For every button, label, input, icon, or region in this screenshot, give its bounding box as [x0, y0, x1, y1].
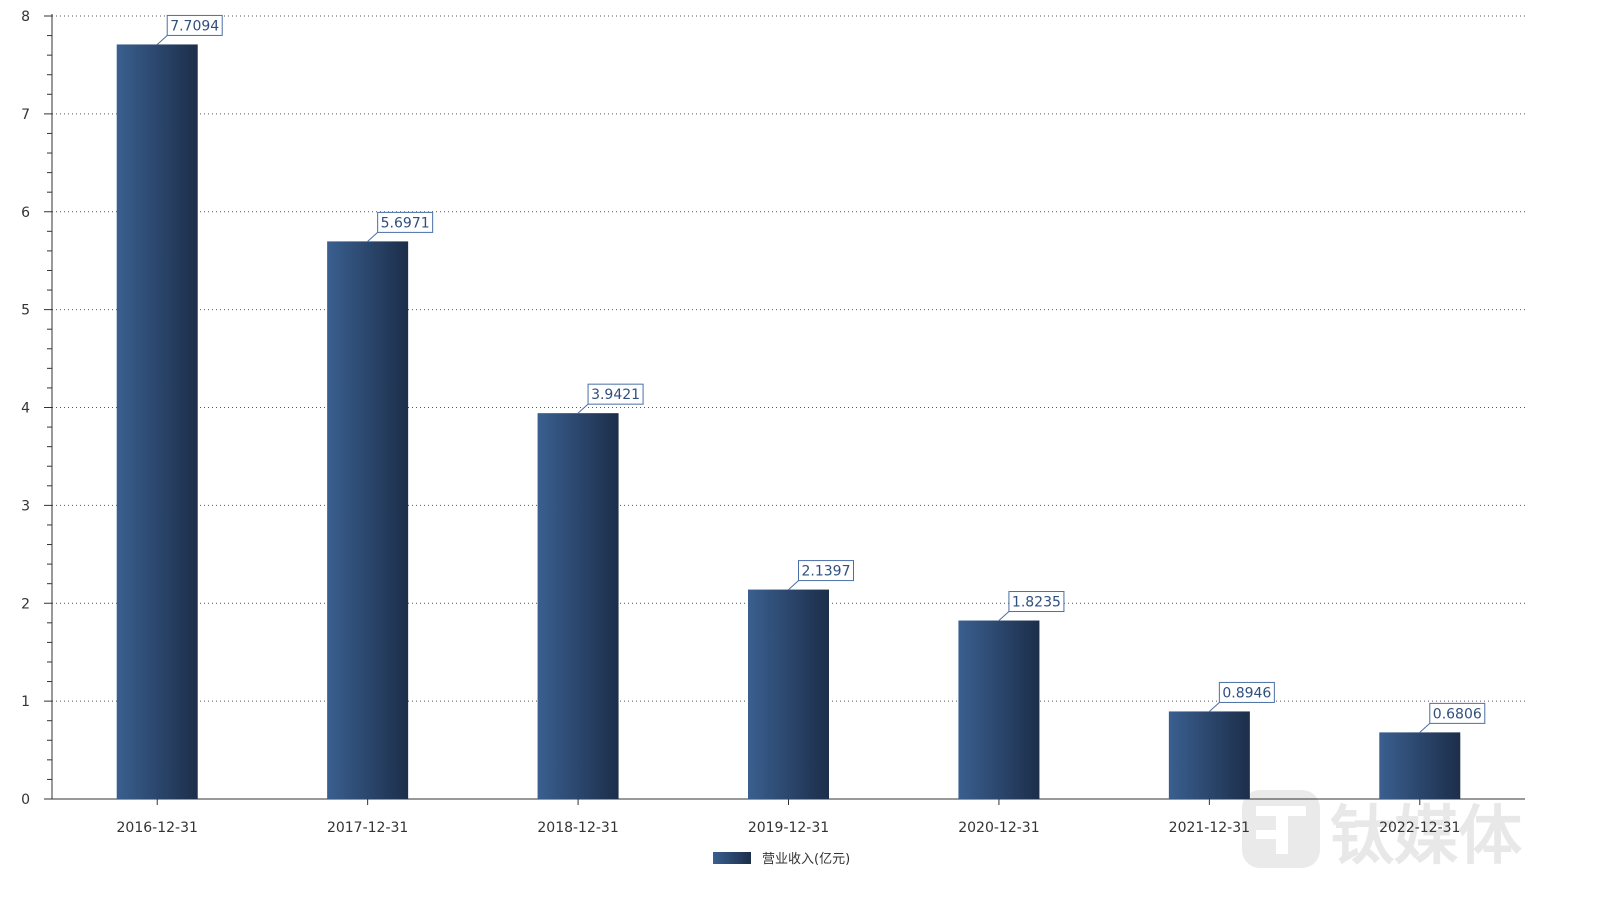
data-label-text: 0.8946: [1222, 685, 1271, 701]
y-tick-label: 2: [21, 596, 30, 612]
legend-swatch: [713, 852, 751, 864]
bar[interactable]: [1379, 732, 1461, 799]
data-label-box: [1429, 702, 1486, 724]
bars: [116, 44, 1461, 799]
x-tick-label: 2016-12-31: [117, 820, 198, 836]
leader-line: [788, 580, 799, 590]
x-tick-label: 2020-12-31: [958, 820, 1039, 836]
watermark: 钛媒体: [1242, 790, 1522, 874]
y-tick-label: 5: [21, 303, 30, 319]
x-tick-label: 2018-12-31: [537, 820, 618, 836]
bar[interactable]: [327, 241, 409, 799]
watermark-text: 钛媒体: [1330, 800, 1522, 874]
legend-label: 营业收入(亿元): [762, 852, 850, 867]
y-axis: 0 1 2 3 4 5 6 7 8: [21, 9, 53, 808]
x-tick-label: 2019-12-31: [748, 820, 829, 836]
data-labels: 7.7094 5.6971 3.9421 2.1397 1.8235 0.8946 0.68…: [156, 14, 1486, 733]
bar[interactable]: [1168, 711, 1250, 799]
leader-line: [367, 232, 378, 242]
y-tick-label: 4: [21, 401, 30, 417]
tmt-logo-icon: [1242, 790, 1320, 868]
bar[interactable]: [748, 589, 829, 799]
x-tick-label: 2022-12-31: [1379, 820, 1460, 836]
data-label-text: 1.8235: [1012, 595, 1061, 611]
leader-line: [577, 403, 589, 414]
bar[interactable]: [958, 620, 1040, 799]
leader-line: [156, 35, 168, 45]
x-tick-label: 2021-12-31: [1169, 820, 1250, 836]
bar[interactable]: [116, 44, 198, 799]
bar[interactable]: [537, 413, 619, 799]
y-tick-label: 8: [21, 9, 30, 25]
y-tick-label: 1: [21, 694, 30, 710]
data-label-box: [587, 383, 644, 405]
data-label-text: 7.7094: [170, 18, 219, 34]
leader-line: [1209, 702, 1220, 712]
data-label-box: [798, 560, 854, 582]
x-tick-label: 2017-12-31: [327, 820, 408, 836]
data-label: 7.7094: [156, 14, 223, 45]
y-tick-label: 3: [21, 498, 30, 514]
y-tick-label: 7: [21, 107, 30, 123]
data-label: 1.8235: [998, 591, 1065, 621]
legend[interactable]: 营业收入(亿元): [713, 852, 850, 867]
data-label: 3.9421: [577, 383, 644, 414]
data-label-box: [1218, 681, 1275, 703]
leader-line: [998, 611, 1010, 621]
data-label-box: [377, 211, 434, 233]
data-label-text: 5.6971: [381, 215, 430, 231]
data-label: 5.6971: [367, 211, 434, 242]
leader-line: [1419, 723, 1431, 733]
data-label: 0.8946: [1209, 681, 1275, 712]
data-label-box: [1008, 591, 1065, 613]
data-label: 2.1397: [788, 560, 854, 590]
data-label-text: 3.9421: [591, 387, 640, 403]
y-tick-label: 6: [21, 205, 30, 221]
y-tick-label: 0: [21, 792, 30, 808]
data-label: 0.6806: [1419, 702, 1486, 733]
data-label-text: 2.1397: [802, 564, 851, 580]
data-label-text: 0.6806: [1433, 706, 1482, 722]
data-label-box: [166, 14, 223, 36]
